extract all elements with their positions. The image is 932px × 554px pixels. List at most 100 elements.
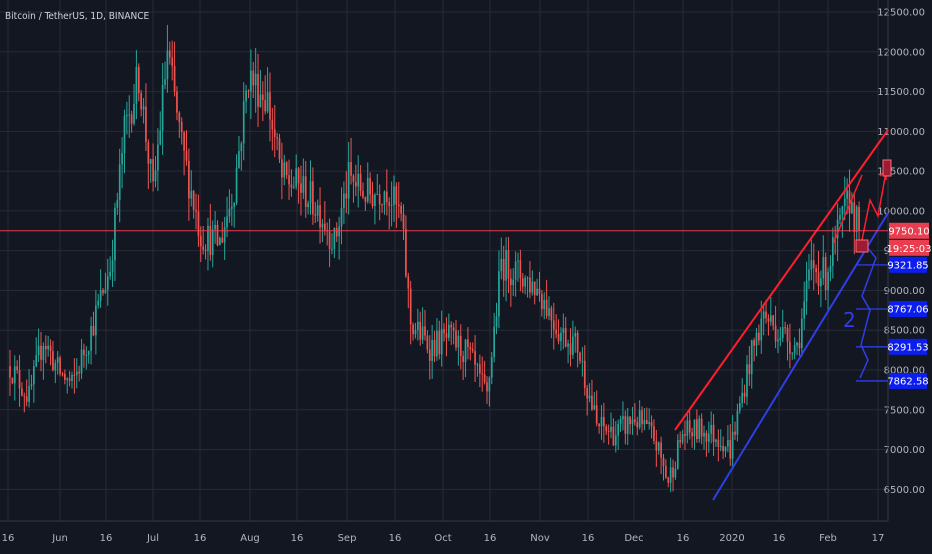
candle-body [538, 288, 541, 295]
candle-body [216, 224, 219, 246]
candle-body [660, 442, 662, 458]
candle-body [550, 308, 553, 321]
candle-body [333, 228, 336, 249]
candle-body [245, 90, 247, 102]
candle-body [800, 318, 803, 349]
candle-body [557, 333, 560, 342]
candle-body [73, 374, 76, 376]
candle-body [524, 277, 527, 287]
candle-body [276, 136, 278, 139]
candle-body [853, 202, 856, 233]
projected-path-down [859, 240, 877, 379]
candle-body [447, 324, 450, 338]
candle-body [676, 440, 679, 469]
x-tick-label: Aug [240, 533, 260, 544]
candle-body [419, 321, 422, 340]
candle-body [572, 336, 574, 355]
candle-body [118, 164, 121, 201]
candle-body [760, 318, 763, 341]
candle-body [240, 143, 243, 152]
candle-body [650, 422, 653, 427]
candle-body [693, 419, 696, 437]
candle-body [264, 100, 267, 112]
candle-body [531, 281, 534, 293]
candle-body [555, 329, 558, 334]
candle-body [319, 205, 321, 228]
candle-body [331, 248, 333, 250]
candle-body [519, 260, 522, 279]
candle-body [746, 364, 748, 397]
candle-body [290, 184, 293, 188]
candle-body [634, 419, 636, 423]
candle-body [686, 420, 689, 436]
candle-body [617, 423, 620, 436]
candle-body [614, 435, 617, 446]
x-tick-label: Jul [146, 533, 159, 544]
candle-body [698, 418, 701, 440]
candle-body [95, 305, 97, 336]
candle-body [843, 198, 846, 207]
candle-body [488, 377, 491, 392]
candle-body [354, 181, 357, 187]
candle-body [295, 168, 298, 187]
candle-body [402, 213, 405, 230]
candle-body [316, 205, 319, 216]
candle-body [707, 433, 710, 442]
candle-body [278, 138, 281, 160]
candle-body [765, 311, 767, 319]
candle-body [126, 115, 128, 117]
candle-body [841, 206, 844, 216]
candle-body [753, 340, 755, 346]
candle-body [75, 371, 78, 376]
target-level-badge [889, 300, 927, 317]
candle-body [529, 277, 531, 293]
y-tick-label: 7000.00 [884, 445, 925, 456]
candle-body [366, 178, 369, 202]
candle-body [741, 392, 744, 404]
candle-body [64, 373, 66, 380]
x-tick-label: 16 [100, 533, 113, 544]
candle-body [674, 468, 677, 478]
candle-body [328, 231, 331, 250]
target-level-badge [889, 338, 927, 355]
candle-body [228, 208, 231, 217]
candle-body [407, 276, 410, 289]
candle-body [304, 176, 307, 208]
y-tick-label: 12500.00 [877, 8, 925, 19]
candle-body [33, 366, 35, 385]
candle-body [653, 426, 655, 441]
last-price-label: 9750.10 [888, 226, 929, 237]
candle-body [812, 260, 815, 269]
candle-body [705, 432, 708, 442]
candle-body [481, 373, 484, 375]
candle-body [567, 343, 569, 347]
candle-body [827, 271, 829, 291]
candle-body [192, 190, 195, 210]
x-tick-label: Oct [434, 533, 451, 544]
candle-body [574, 333, 577, 337]
candle-body [610, 426, 612, 432]
candle-body [645, 419, 648, 424]
candle-body [662, 457, 665, 466]
x-tick-label: 2020 [719, 533, 744, 544]
candle-body [204, 249, 207, 251]
candle-body [9, 366, 11, 378]
candle-body [68, 378, 71, 381]
candle-body [209, 225, 212, 255]
candle-body [42, 345, 45, 360]
candle-body [433, 339, 436, 357]
candle-body [397, 204, 400, 206]
candle-body [781, 327, 784, 338]
candle-body [409, 288, 412, 325]
candle-body [254, 73, 257, 86]
candle-body [61, 373, 64, 375]
x-tick-label: 16 [194, 533, 207, 544]
wedge-line [832, 174, 863, 245]
candle-body [839, 215, 841, 220]
candle-body [817, 272, 820, 287]
x-tick-label: 16 [291, 533, 304, 544]
candle-body [851, 202, 853, 214]
